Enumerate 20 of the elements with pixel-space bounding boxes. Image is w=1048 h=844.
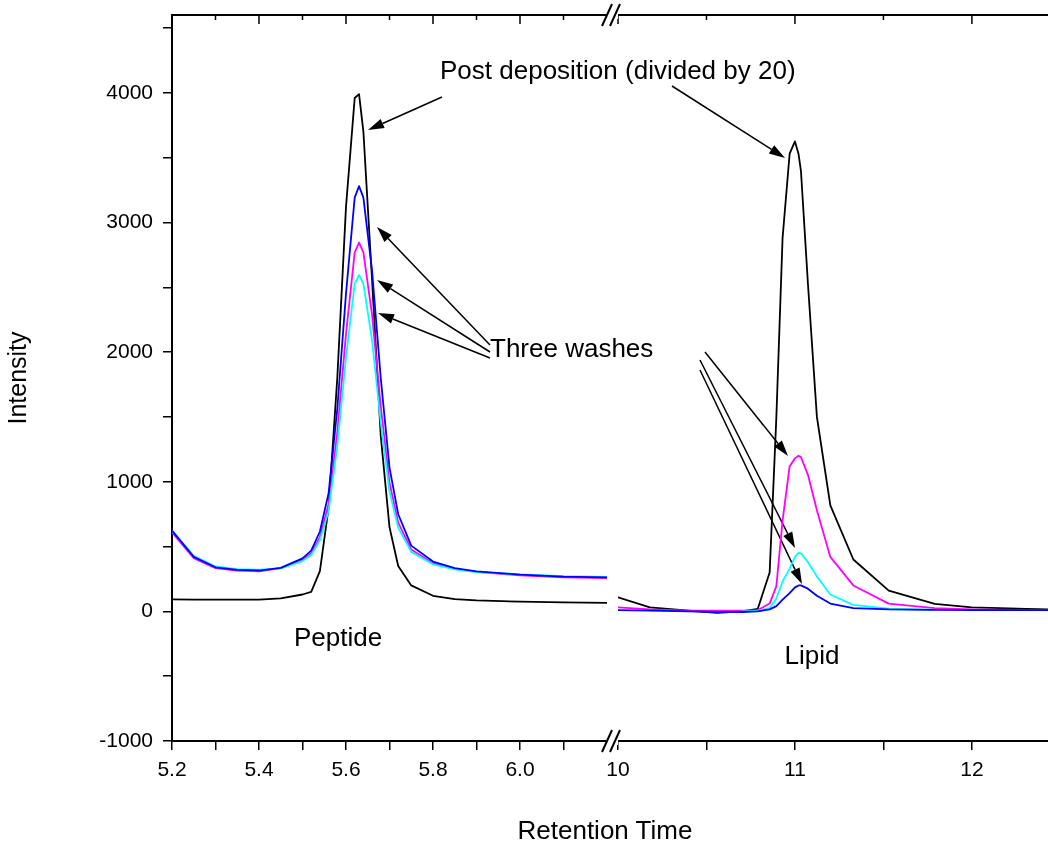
annotation: Post deposition (divided by 20) [440,55,796,85]
y-tick-label: 1000 [106,468,153,492]
x-tick-label: 5.4 [244,757,274,781]
x-tick-label: 12 [960,757,984,781]
x-tick-label: 11 [784,757,806,781]
x-tick-label: 6.0 [505,757,535,781]
x-tick-label: 5.8 [418,757,448,781]
x-axis-title: Retention Time [517,815,693,844]
y-tick-label: 3000 [106,209,153,233]
x-tick-label: 5.6 [331,757,361,781]
y-tick-label: 0 [141,598,153,622]
x-tick-label: 10 [606,757,630,781]
annotation: Peptide [294,622,383,652]
annotation: Three washes [490,333,654,363]
y-tick-label: 4000 [106,79,153,103]
annotation: Lipid [784,640,840,670]
y-tick-label: -1000 [99,727,153,751]
x-tick-label: 5.2 [157,757,187,781]
y-axis-title: Intensity [2,330,31,425]
y-tick-label: 2000 [106,338,153,362]
